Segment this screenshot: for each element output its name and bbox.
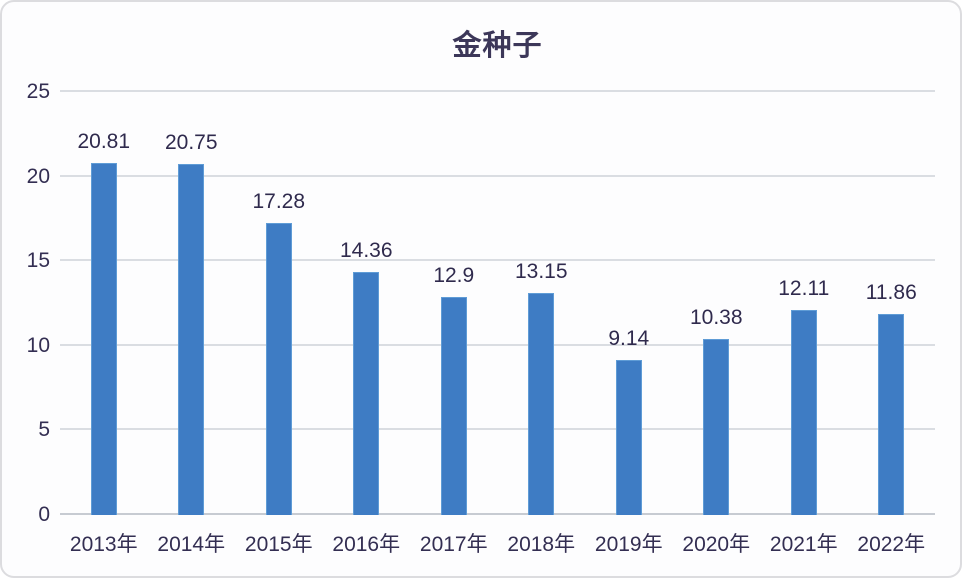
- gridline-y-0: [60, 513, 935, 515]
- gridline-y-5: [60, 428, 935, 431]
- x-tick-label-2017年: 2017年: [419, 533, 488, 556]
- value-label-2022年: 11.86: [865, 281, 917, 305]
- y-tick-label-20: 20: [26, 164, 50, 188]
- bar-column-2013年: 20.81: [60, 92, 148, 515]
- value-label-2018年: 13.15: [514, 259, 568, 283]
- value-label-2014年: 20.75: [164, 130, 218, 154]
- x-tick-label-2018年: 2018年: [507, 533, 576, 556]
- y-tick-label-15: 15: [26, 249, 50, 273]
- bar-columns: 20.81 20.75 17.28 14.36 12.9 13.15 9.14 10.38 12…: [60, 92, 935, 515]
- x-tick-label-2019年: 2019年: [594, 533, 663, 556]
- bar-column-2015年: 17.28: [235, 92, 323, 515]
- bar-column-2017年: 12.9: [410, 92, 498, 515]
- bar-2015年: [265, 222, 292, 515]
- bar-column-2018年: 13.15: [498, 92, 586, 515]
- gridline-y-15: [60, 259, 935, 262]
- bar-column-2016年: 14.36: [323, 92, 411, 515]
- y-tick-label-5: 5: [38, 418, 50, 442]
- value-label-2019年: 9.14: [608, 327, 650, 351]
- value-label-2013年: 20.81: [77, 129, 131, 153]
- x-tick-label-2014年: 2014年: [157, 533, 226, 556]
- x-tick-label-2016年: 2016年: [332, 533, 401, 556]
- bar-column-2019年: 9.14: [585, 92, 673, 515]
- bar-column-2020年: 10.38: [673, 92, 761, 515]
- y-tick-label-0: 0: [38, 503, 50, 526]
- value-label-2020年: 10.38: [689, 306, 743, 330]
- value-label-2016年: 14.36: [339, 239, 393, 263]
- bar-2022年: [878, 314, 905, 515]
- value-label-2015年: 17.28: [252, 189, 306, 213]
- x-tick-label-2021年: 2021年: [769, 533, 838, 556]
- gridline-y-20: [60, 174, 935, 177]
- bar-2016年: [353, 272, 380, 515]
- gridline-y-25: [60, 90, 935, 92]
- bar-2018年: [528, 292, 555, 515]
- x-axis: 2013年 2014年 2015年 2016年 2017年 2018年 2019年 2020年…: [60, 528, 935, 558]
- bar-column-2021年: 12.11: [760, 92, 848, 515]
- bar-2019年: [615, 360, 642, 515]
- value-label-2021年: 12.11: [778, 277, 830, 301]
- x-tick-label-2022年: 2022年: [857, 533, 926, 556]
- y-tick-label-10: 10: [26, 333, 50, 357]
- y-tick-label-25: 25: [26, 80, 50, 103]
- bar-2021年: [790, 310, 817, 515]
- gridline-y-10: [60, 343, 935, 346]
- y-axis: 0 5 10 15 20 25: [2, 81, 50, 526]
- bar-column-2022年: 11.86: [848, 92, 936, 515]
- bar-2014年: [178, 163, 205, 515]
- bar-2013年: [90, 162, 117, 515]
- bar-column-2014年: 20.75: [148, 92, 236, 515]
- x-tick-label-2020年: 2020年: [682, 533, 751, 556]
- plot-area: 20.81 20.75 17.28 14.36 12.9 13.15 9.14 10.38 12…: [60, 90, 935, 515]
- value-label-2017年: 12.9: [433, 263, 475, 287]
- chart-title: 金种子: [452, 30, 543, 62]
- bar-2017年: [440, 296, 467, 515]
- bar-2020年: [703, 339, 730, 515]
- x-tick-label-2015年: 2015年: [244, 533, 313, 556]
- x-tick-label-2013年: 2013年: [69, 533, 138, 556]
